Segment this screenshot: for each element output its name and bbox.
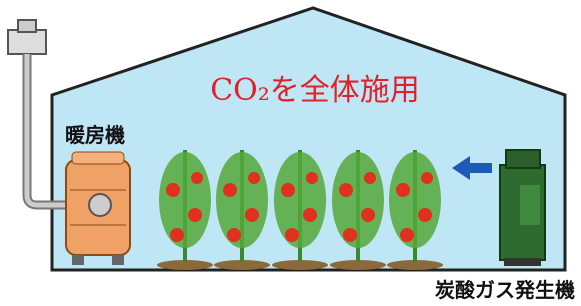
diagram: CO₂を全体施用 暖房機 炭酸ガス発生機 (0, 0, 581, 306)
title: CO₂を全体施用 (210, 73, 420, 108)
heater (66, 152, 130, 265)
generator-label: 炭酸ガス発生機 (435, 278, 575, 302)
heater-label: 暖房機 (65, 123, 125, 147)
co2-generator (500, 150, 545, 266)
